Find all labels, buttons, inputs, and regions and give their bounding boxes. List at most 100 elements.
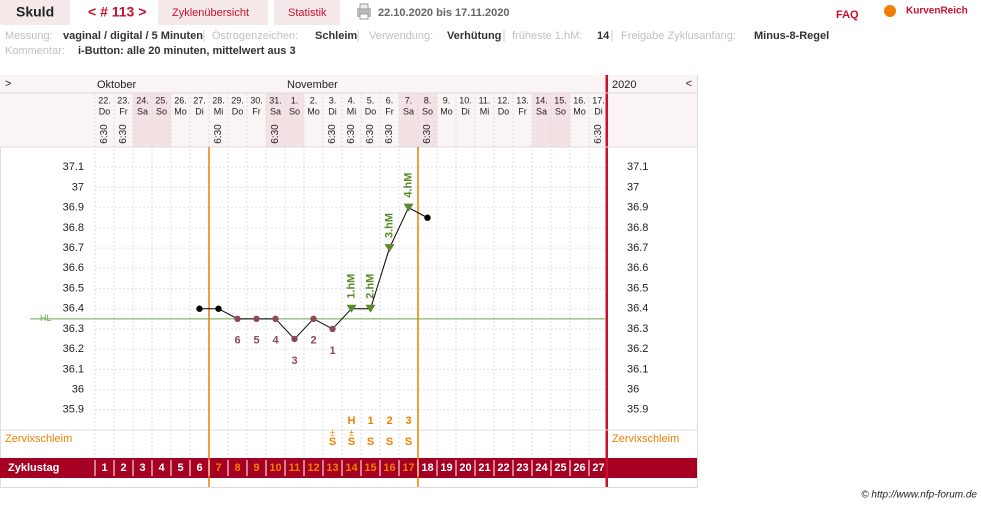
cycle-nav[interactable]: < # 113 > — [88, 4, 146, 20]
cycle-day: 25 — [554, 462, 566, 474]
user-tab[interactable]: Skuld — [16, 4, 54, 20]
date: 14. — [535, 95, 548, 105]
date: 1. — [291, 95, 299, 105]
cycle-day-label: Zyklustag — [8, 462, 59, 474]
weekday: Di — [195, 106, 204, 116]
y-tick-label: 36.1 — [63, 363, 84, 375]
point — [272, 315, 279, 323]
cycle-day: 11 — [289, 462, 301, 474]
info-value: i-Button: alle 20 minuten, mittelwert au… — [78, 45, 296, 57]
y-tick-label: 35.9 — [63, 404, 84, 416]
point — [329, 325, 336, 333]
weekday: Di — [594, 106, 603, 116]
weekday: Do — [99, 106, 111, 116]
y-tick-label: 36.8 — [63, 222, 84, 234]
cycle-day: 1 — [101, 462, 107, 474]
mucus-label: Zervixschleim — [612, 433, 679, 445]
y-tick-label: 36 — [72, 383, 84, 395]
logo[interactable]: KurvenReich — [906, 6, 968, 17]
cycle-day: 18 — [421, 462, 433, 474]
point — [424, 214, 431, 221]
mucus: S — [405, 436, 412, 448]
y-tick-label: 37 — [627, 181, 639, 193]
cycle-day: 9 — [253, 462, 259, 474]
weekend-shade — [285, 93, 304, 147]
time: 6:30 — [99, 124, 110, 144]
link[interactable]: Statistik — [288, 7, 327, 19]
weekend-shade — [532, 93, 551, 147]
hm-label: 2.hM — [364, 274, 376, 299]
time: 6:30 — [270, 124, 281, 144]
time: 6:30 — [384, 124, 395, 144]
point — [384, 244, 395, 253]
weekday: Sa — [536, 106, 547, 116]
y-tick-label: 36.2 — [627, 343, 648, 355]
y-tick-label: 36.9 — [627, 202, 648, 214]
y-tick-label: 37.1 — [63, 161, 84, 173]
cycle-day: 24 — [535, 462, 548, 474]
print-icon[interactable] — [357, 3, 371, 20]
weekday: Mo — [307, 106, 320, 116]
date: 22. — [98, 95, 111, 105]
date: 13. — [516, 95, 529, 105]
month: November — [287, 79, 338, 91]
date-range: 22.10.2020 bis 17.11.2020 — [378, 7, 510, 19]
weekday: Fr — [119, 106, 128, 116]
cycle-day: 21 — [478, 462, 490, 474]
weekday: So — [156, 106, 167, 116]
point — [215, 305, 222, 312]
date: 5. — [367, 95, 375, 105]
mucus-count: 1 — [367, 415, 373, 427]
y-tick-label: 36.4 — [63, 303, 84, 315]
y-tick-label: 36.6 — [627, 262, 648, 274]
weekday: So — [289, 106, 300, 116]
info-label: Kommentar: — [5, 45, 65, 57]
date: 26. — [174, 95, 187, 105]
time: 6:30 — [365, 124, 376, 144]
year: 2020 — [612, 79, 636, 91]
nav-prev[interactable]: > — [5, 78, 11, 90]
date: 25. — [155, 95, 168, 105]
weekend-shade — [418, 93, 437, 147]
info-label: Freigabe Zyklusanfang: — [621, 30, 736, 42]
cycle-day: 16 — [383, 462, 395, 474]
info-value: Schleim — [315, 30, 357, 42]
cycle-day: 12 — [307, 462, 319, 474]
weekday: Fr — [252, 106, 261, 116]
weekday: Sa — [403, 106, 414, 116]
link[interactable]: Zyklenübersicht — [172, 7, 249, 19]
weekday: Fr — [385, 106, 394, 116]
date: 16. — [573, 95, 586, 105]
mucus-count: 3 — [405, 415, 411, 427]
weekend-shade — [152, 93, 171, 147]
logo-icon — [884, 5, 896, 17]
weekday: Di — [461, 106, 470, 116]
y-tick-label: 36.9 — [63, 202, 84, 214]
y-tick-label: 36.3 — [627, 323, 648, 335]
hm-label: 3.hM — [383, 213, 395, 238]
y-tick-label: 36.7 — [63, 242, 84, 254]
separator — [203, 30, 613, 42]
cycle-day: 8 — [234, 462, 240, 474]
weekday: Mi — [347, 106, 357, 116]
cycle-day: 10 — [269, 462, 281, 474]
weekday: Di — [328, 106, 337, 116]
date: 3. — [329, 95, 337, 105]
faq[interactable]: FAQ — [836, 9, 859, 21]
date: 8. — [424, 95, 432, 105]
date: 27. — [193, 95, 206, 105]
cycle-day: 27 — [592, 462, 604, 474]
time: 6:30 — [327, 124, 338, 144]
mucus: S — [367, 436, 374, 448]
cycle-day: 19 — [440, 462, 452, 474]
date: 15. — [554, 95, 567, 105]
weekend-shade — [399, 93, 418, 147]
nav-next[interactable]: < — [686, 78, 692, 90]
tab-bg — [274, 0, 340, 25]
y-tick-label: 36.4 — [627, 303, 648, 315]
info-value: Minus-8-Regel — [754, 30, 829, 42]
weekday: Sa — [137, 106, 148, 116]
point — [196, 305, 203, 312]
